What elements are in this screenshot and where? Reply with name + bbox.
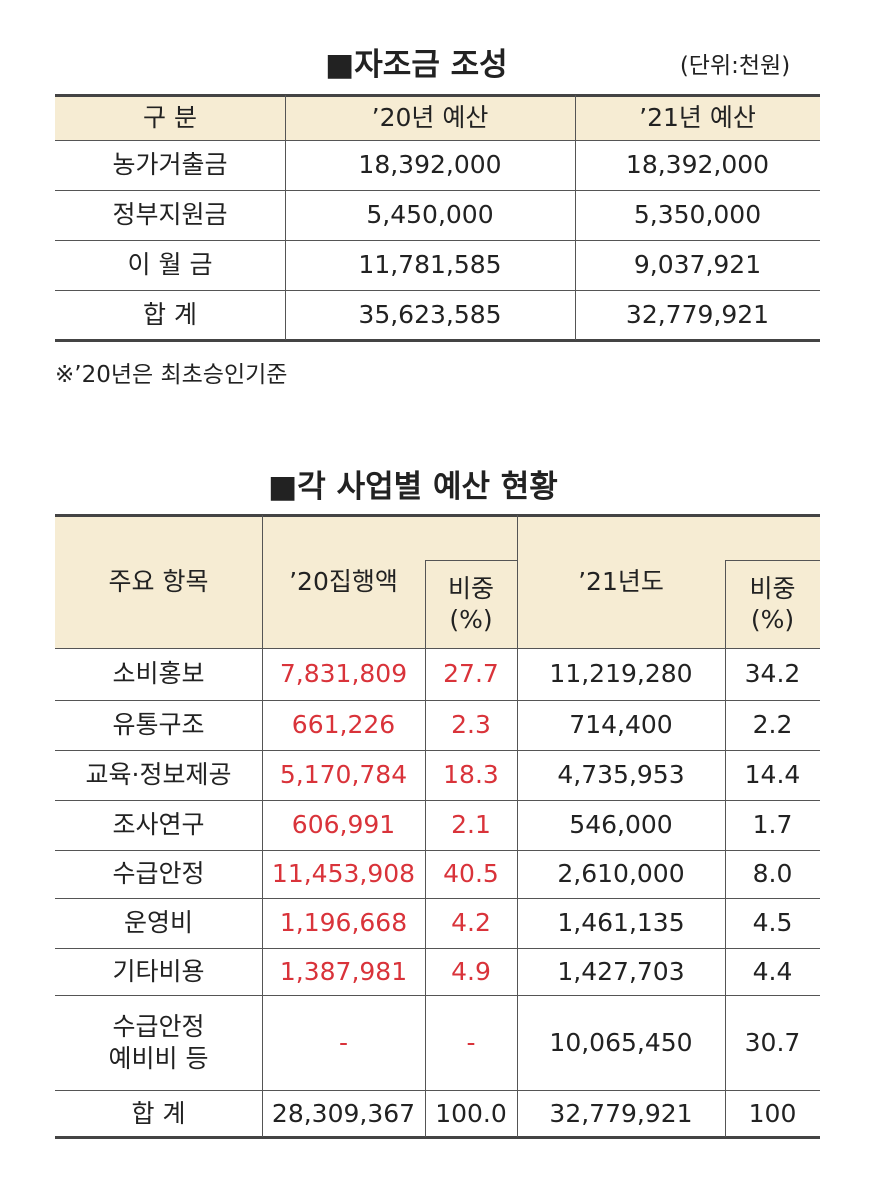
cell: 수급안정: [112, 859, 205, 889]
cell: 소비홍보: [112, 659, 205, 689]
cell: 10,065,450: [549, 1027, 693, 1057]
cell: 4.2: [451, 908, 491, 938]
rule: [575, 95, 576, 340]
cell: 5,170,784: [279, 760, 408, 790]
rule: [55, 514, 820, 517]
cell: 2.3: [451, 710, 491, 740]
cell: 7,831,809: [279, 659, 408, 689]
cell: 1,461,135: [557, 908, 685, 938]
cell: 606,991: [291, 810, 396, 840]
cell: 32,779,921: [549, 1098, 693, 1128]
cell: 18,392,000: [358, 150, 502, 180]
cell: 1,196,668: [279, 908, 408, 938]
header-bg: [55, 516, 820, 648]
rule: [55, 190, 820, 191]
cell: 40.5: [443, 859, 499, 889]
cell: 교육·정보제공: [85, 760, 232, 790]
rule: [55, 948, 820, 949]
cell: 이 월 금: [127, 250, 213, 280]
rule: [55, 339, 820, 342]
cell: 합 계: [143, 300, 197, 330]
cell: 1.7: [752, 810, 793, 840]
header-bg: [55, 96, 820, 140]
cell: 2.2: [752, 710, 793, 740]
cell: 546,000: [569, 810, 673, 840]
cell: 운영비: [123, 908, 193, 938]
header-cell: ’21년 예산: [639, 102, 756, 132]
header-cell: ’20집행액: [289, 566, 398, 596]
rule: [55, 995, 820, 996]
rule: [55, 850, 820, 851]
cell: 9,037,921: [633, 250, 762, 280]
table1-title: ■자조금 조성: [325, 46, 508, 83]
cell: 661,226: [291, 710, 396, 740]
cell: 조사연구: [112, 810, 205, 840]
header-cell: ’20년 예산: [371, 102, 489, 132]
cell: 32,779,921: [625, 300, 770, 330]
rule: [517, 515, 518, 1137]
table2-title: ■각 사업별 예산 현황: [268, 468, 558, 505]
cell: 기타비용: [112, 956, 205, 986]
cell: 4.9: [451, 956, 491, 986]
cell: 714,400: [569, 710, 673, 740]
cell: 2.1: [451, 810, 491, 840]
cell: 27.7: [443, 659, 499, 689]
cell: -: [466, 1027, 476, 1057]
rule: [55, 898, 820, 899]
rule: [55, 648, 820, 649]
rule: [262, 515, 263, 1137]
header-cell: ’21년도: [578, 566, 664, 596]
cell: 2,610,000: [557, 859, 685, 889]
rule: [725, 560, 726, 1137]
cell: 1,387,981: [279, 956, 408, 986]
rule: [425, 560, 517, 561]
rule: [55, 700, 820, 701]
unit-label: (단위:천원): [679, 52, 791, 79]
cell: 수급안정 예비비 등: [108, 1012, 209, 1073]
rule: [55, 140, 820, 141]
header-cell: 비중 (%): [749, 573, 796, 634]
header-cell: 구 분: [143, 102, 197, 132]
note: ※’20년은 최초승인기준: [55, 361, 288, 388]
cell: 11,219,280: [549, 659, 693, 689]
cell: 농가거출금: [112, 150, 228, 180]
rule: [725, 560, 820, 561]
rule: [55, 800, 820, 801]
rule: [55, 290, 820, 291]
header-cell: 비중 (%): [447, 573, 494, 634]
cell: 34.2: [744, 659, 801, 689]
cell: 30.7: [744, 1027, 801, 1057]
rule: [55, 750, 820, 751]
cell: 5,450,000: [366, 200, 494, 230]
cell: 정부지원금: [112, 200, 228, 230]
cell: 100.0: [435, 1098, 507, 1128]
cell: -: [338, 1027, 349, 1057]
cell: 14.4: [744, 760, 801, 790]
cell: 35,623,585: [358, 300, 502, 330]
cell: 8.0: [752, 859, 793, 889]
rule: [425, 560, 426, 1137]
cell: 4,735,953: [557, 760, 685, 790]
cell: 11,781,585: [358, 250, 502, 280]
cell: 4.5: [752, 908, 793, 938]
cell: 28,309,367: [271, 1098, 416, 1128]
rule: [55, 1136, 820, 1139]
cell: 18,392,000: [625, 150, 770, 180]
rule: [55, 240, 820, 241]
cell: 11,453,908: [271, 859, 416, 889]
cell: 합 계: [131, 1098, 186, 1128]
rule: [55, 94, 820, 97]
rule: [285, 95, 286, 340]
cell: 1,427,703: [557, 956, 685, 986]
rule: [55, 1090, 820, 1091]
cell: 4.4: [752, 956, 793, 986]
cell: 18.3: [443, 760, 499, 790]
cell: 유통구조: [112, 710, 205, 740]
header-cell: 주요 항목: [108, 566, 209, 596]
cell: 5,350,000: [633, 200, 762, 230]
cell: 100: [748, 1098, 797, 1128]
